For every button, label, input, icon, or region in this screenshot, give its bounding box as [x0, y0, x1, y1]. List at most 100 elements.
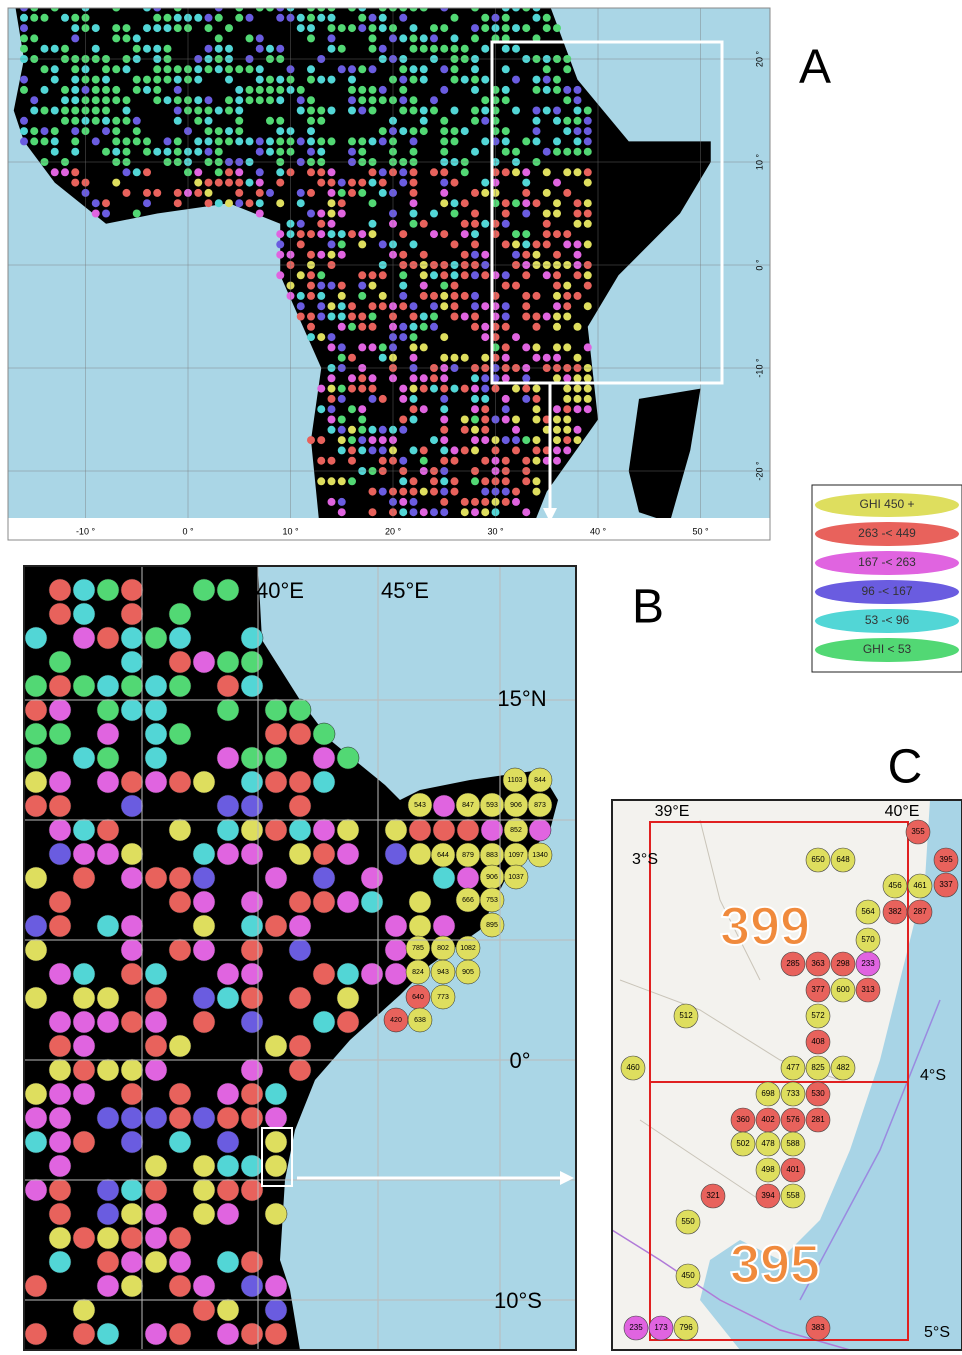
- site-dot: [121, 579, 143, 601]
- site-dot: [169, 1083, 191, 1105]
- site-dot: [379, 302, 387, 310]
- site-dot: [358, 86, 366, 94]
- site-dot: [502, 220, 510, 228]
- site-value: 1082: [460, 945, 476, 952]
- site-dot: [502, 395, 510, 403]
- site-dot: [25, 1131, 47, 1153]
- site-dot: [112, 117, 120, 125]
- site-dot: [143, 24, 151, 32]
- site-dot: [451, 292, 459, 300]
- site-dot: [20, 14, 28, 22]
- site-dot: [307, 271, 315, 279]
- site-value: 906: [510, 802, 522, 809]
- site-dot: [246, 65, 254, 73]
- site-dot: [313, 723, 335, 745]
- site-dot: [266, 96, 274, 104]
- site-dot: [338, 354, 346, 362]
- site-dot: [522, 230, 530, 238]
- site-dot: [369, 34, 377, 42]
- site-dot: [338, 385, 346, 393]
- site-dot: [584, 148, 592, 156]
- site-dot: [297, 24, 305, 32]
- site-value: 530: [811, 1089, 825, 1098]
- site-dot: [289, 1035, 311, 1057]
- site-dot: [153, 76, 161, 84]
- site-dot: [112, 179, 120, 187]
- site-dot: [338, 282, 346, 290]
- site-dot: [410, 168, 418, 176]
- site-dot: [481, 271, 489, 279]
- site-dot: [194, 14, 202, 22]
- site-dot: [522, 240, 530, 248]
- site-dot: [112, 65, 120, 73]
- site-dot: [92, 24, 100, 32]
- site-dot: [313, 867, 335, 889]
- site-dot: [51, 107, 59, 115]
- site-dot: [265, 747, 287, 769]
- site-dot: [440, 405, 448, 413]
- site-dot: [143, 76, 151, 84]
- site-dot: [307, 333, 315, 341]
- site-dot: [410, 354, 418, 362]
- site-dot: [461, 313, 469, 321]
- site-dot: [328, 385, 336, 393]
- site-dot: [553, 107, 561, 115]
- site-dot: [502, 519, 510, 527]
- site-dot: [338, 426, 346, 434]
- site-dot: [399, 271, 407, 279]
- site-dot: [276, 14, 284, 22]
- site-dot: [451, 385, 459, 393]
- site-dot: [246, 96, 254, 104]
- site-dot: [574, 240, 582, 248]
- site-dot: [73, 1299, 95, 1321]
- site-dot: [563, 148, 571, 156]
- site-dot: [307, 65, 315, 73]
- site-dot: [225, 199, 233, 207]
- site-dot: [145, 627, 167, 649]
- site-dot: [307, 24, 315, 32]
- site-dot: [409, 915, 431, 937]
- site-dot: [533, 14, 541, 22]
- site-dot: [563, 65, 571, 73]
- site-dot: [574, 199, 582, 207]
- site-dot: [169, 1251, 191, 1273]
- site-dot: [451, 76, 459, 84]
- site-dot: [451, 488, 459, 496]
- site-dot: [97, 1059, 119, 1081]
- site-dot: [399, 498, 407, 506]
- site-dot: [20, 34, 28, 42]
- site-value: 512: [679, 1011, 693, 1020]
- site-dot: [276, 76, 284, 84]
- site-dot: [328, 107, 336, 115]
- site-dot: [471, 189, 479, 197]
- site-dot: [266, 189, 274, 197]
- site-dot: [121, 627, 143, 649]
- panel-a-map: [8, 0, 770, 543]
- site-dot: [265, 1299, 287, 1321]
- site-dot: [25, 723, 47, 745]
- site-dot: [451, 137, 459, 145]
- site-dot: [563, 343, 571, 351]
- site-dot: [379, 24, 387, 32]
- site-dot: [512, 385, 520, 393]
- site-dot: [338, 323, 346, 331]
- site-dot: [246, 34, 254, 42]
- site-dot: [73, 675, 95, 697]
- site-dot: [121, 1083, 143, 1105]
- site-dot: [584, 127, 592, 135]
- site-dot: [174, 24, 182, 32]
- site-dot: [241, 1107, 263, 1129]
- site-dot: [265, 1107, 287, 1129]
- site-dot: [97, 627, 119, 649]
- legend-label: GHI 450 +: [859, 497, 914, 511]
- site-dot: [574, 107, 582, 115]
- site-dot: [145, 675, 167, 697]
- site-dot: [563, 230, 571, 238]
- site-dot: [420, 323, 428, 331]
- site-dot: [276, 148, 284, 156]
- site-dot: [297, 107, 305, 115]
- site-value: 588: [786, 1139, 800, 1148]
- site-dot: [256, 45, 264, 53]
- site-dot: [297, 292, 305, 300]
- site-dot: [133, 117, 141, 125]
